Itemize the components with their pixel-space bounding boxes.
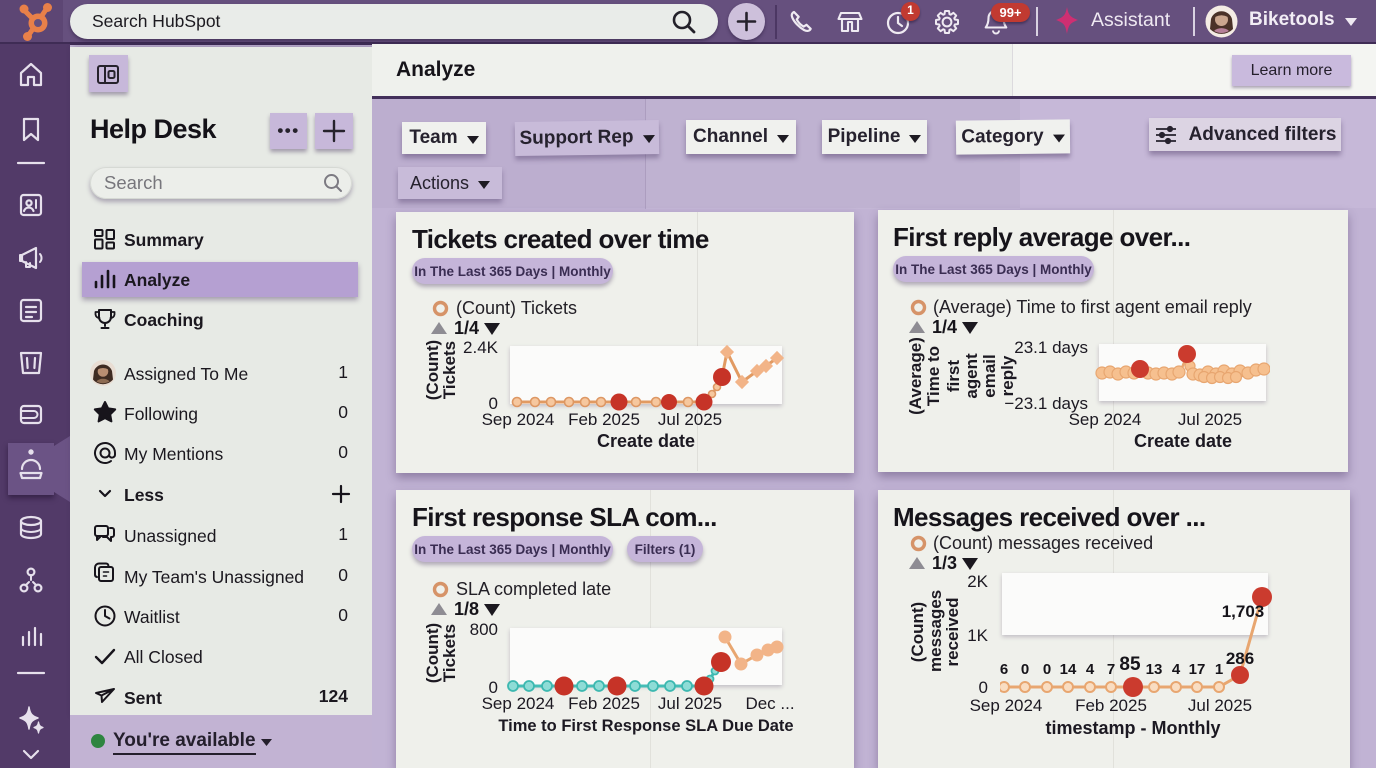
svg-text:13: 13 — [1146, 661, 1163, 678]
svg-text:1,703: 1,703 — [1222, 602, 1265, 621]
svg-text:1/4: 1/4 — [454, 318, 479, 338]
svg-text:6: 6 — [1000, 661, 1008, 678]
svg-text:1: 1 — [1215, 661, 1223, 678]
svg-text:4: 4 — [1086, 661, 1095, 678]
svg-text:0: 0 — [1043, 661, 1051, 678]
svg-text:4: 4 — [1172, 661, 1181, 678]
svg-text:1/8: 1/8 — [454, 599, 479, 619]
svg-text:286: 286 — [1226, 649, 1254, 668]
svg-text:1/4: 1/4 — [932, 317, 957, 337]
svg-text:85: 85 — [1119, 654, 1141, 675]
svg-text:17: 17 — [1189, 661, 1206, 678]
svg-text:7: 7 — [1107, 661, 1115, 678]
svg-text:0: 0 — [1021, 661, 1029, 678]
svg-text:1/3: 1/3 — [932, 553, 957, 573]
svg-text:14: 14 — [1060, 661, 1077, 678]
